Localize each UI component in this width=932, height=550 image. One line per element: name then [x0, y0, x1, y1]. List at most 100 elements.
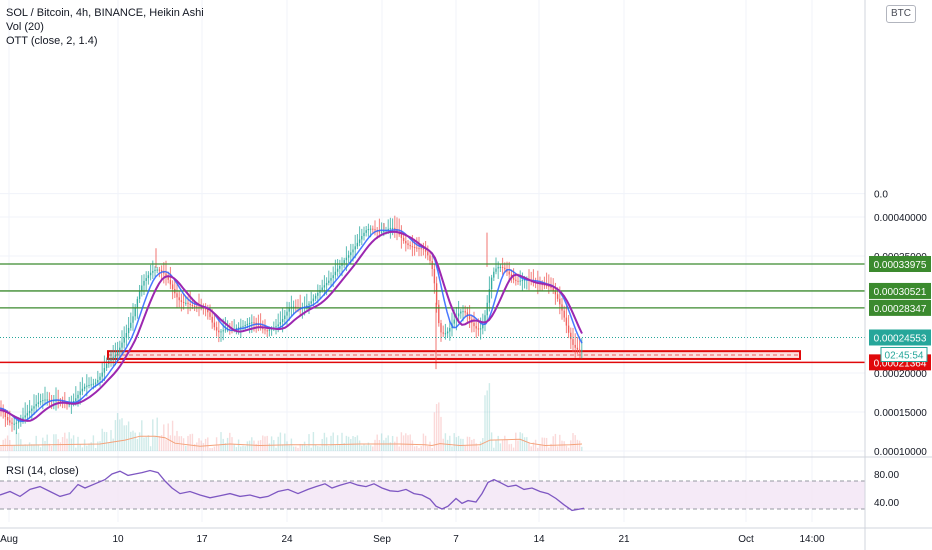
- candle-body: [220, 331, 222, 333]
- volume-bar: [75, 447, 77, 451]
- volume-bar: [468, 436, 471, 451]
- x-tick-label: 7: [453, 534, 459, 545]
- candle-body: [218, 330, 220, 333]
- candle-body: [332, 275, 334, 279]
- rsi-line: [0, 469, 585, 512]
- volume-bar: [565, 445, 568, 451]
- last-price-label: 0.00024553: [874, 333, 927, 344]
- volume-bar: [422, 433, 425, 451]
- volume-bar: [330, 435, 332, 451]
- candle-body: [211, 316, 213, 323]
- y-tick-label: 0.00015000: [874, 408, 927, 419]
- volume-bar: [495, 440, 497, 451]
- volume-bar: [79, 444, 81, 451]
- volume-bar: [543, 437, 546, 451]
- candle-body: [180, 300, 183, 302]
- x-tick-label: 17: [196, 534, 208, 545]
- candle-body: [576, 347, 579, 350]
- volume-bar: [319, 446, 321, 451]
- candle-body: [383, 231, 385, 233]
- currency-badge[interactable]: BTC: [886, 5, 916, 23]
- candle-body: [268, 329, 271, 331]
- volume-bar: [506, 439, 508, 451]
- volume-bar: [187, 435, 189, 451]
- candle-body: [99, 376, 101, 381]
- candle-body: [328, 280, 330, 283]
- candle-body: [565, 317, 568, 326]
- volume-bar: [198, 438, 200, 451]
- candle-body: [581, 350, 583, 352]
- volume-bar: [72, 435, 75, 451]
- candle-body: [336, 268, 339, 272]
- candle-body: [240, 326, 242, 328]
- volume-bar: [539, 444, 541, 451]
- volume-bar: [46, 434, 48, 451]
- volume-bar: [13, 445, 15, 451]
- candle-body: [486, 302, 488, 316]
- volume-bar: [317, 446, 319, 451]
- volume-bar: [154, 435, 156, 451]
- candle-body: [9, 420, 11, 423]
- volume-bar: [541, 437, 543, 451]
- candle-body: [405, 240, 407, 244]
- volume-bar: [4, 438, 7, 451]
- volume-bar: [88, 443, 90, 451]
- volume-bar: [372, 446, 374, 451]
- volume-bar: [515, 432, 517, 451]
- candle-body: [457, 313, 460, 317]
- volume-bar: [394, 441, 396, 451]
- candle-body: [154, 269, 156, 271]
- volume-bar: [39, 447, 42, 451]
- rsi-legend[interactable]: RSI (14, close): [6, 465, 79, 477]
- volume-bar: [363, 444, 365, 451]
- ott-legend[interactable]: OTT (close, 2, 1.4): [6, 35, 98, 47]
- volume-bar: [567, 447, 570, 451]
- candle-body: [253, 322, 255, 324]
- volume-bar: [328, 445, 330, 451]
- volume-bar: [427, 446, 429, 451]
- candle-body: [204, 308, 207, 310]
- candle-body: [266, 330, 268, 332]
- candle-body: [543, 284, 546, 286]
- horizontal-lines[interactable]: [0, 263, 865, 364]
- volume-bar: [398, 446, 400, 451]
- volume-bar: [554, 433, 557, 451]
- candle-body: [563, 310, 565, 318]
- candle-body: [248, 322, 251, 324]
- volume-bar: [141, 420, 143, 451]
- candle-body: [574, 344, 576, 348]
- volume-bar: [484, 395, 486, 451]
- candle-body: [92, 383, 95, 385]
- candle-body: [519, 280, 521, 282]
- x-tick-label: 24: [281, 534, 293, 545]
- volume-bar: [523, 437, 526, 451]
- volume-bar: [248, 440, 251, 451]
- chart-title[interactable]: SOL / Bitcoin, 4h, BINANCE, Heikin Ashi: [6, 7, 204, 19]
- volume-bar: [299, 444, 301, 451]
- candle-body: [387, 228, 389, 230]
- volume-legend[interactable]: Vol (20): [6, 21, 44, 33]
- candle-body: [389, 227, 392, 229]
- volume-bar: [504, 435, 506, 451]
- candle-body: [363, 232, 365, 237]
- volume-bar: [264, 436, 266, 451]
- volume-bar: [59, 442, 62, 451]
- volume-bar: [229, 432, 231, 451]
- candle-body: [431, 260, 433, 269]
- rsi-tick-label: 40.00: [874, 498, 899, 509]
- candle-body: [244, 325, 246, 327]
- candle-body: [460, 311, 462, 314]
- candle-body: [512, 277, 515, 280]
- candle-body: [171, 284, 174, 289]
- candle-body: [83, 386, 86, 389]
- volume-bar: [552, 436, 554, 451]
- volume-bar: [303, 441, 306, 451]
- candle-body: [169, 279, 172, 285]
- volume-bar: [477, 446, 480, 451]
- volume-bar: [288, 445, 290, 451]
- candle-body: [391, 227, 394, 229]
- candle-body: [37, 402, 40, 405]
- candle-body: [488, 289, 491, 303]
- candle-body: [314, 295, 317, 299]
